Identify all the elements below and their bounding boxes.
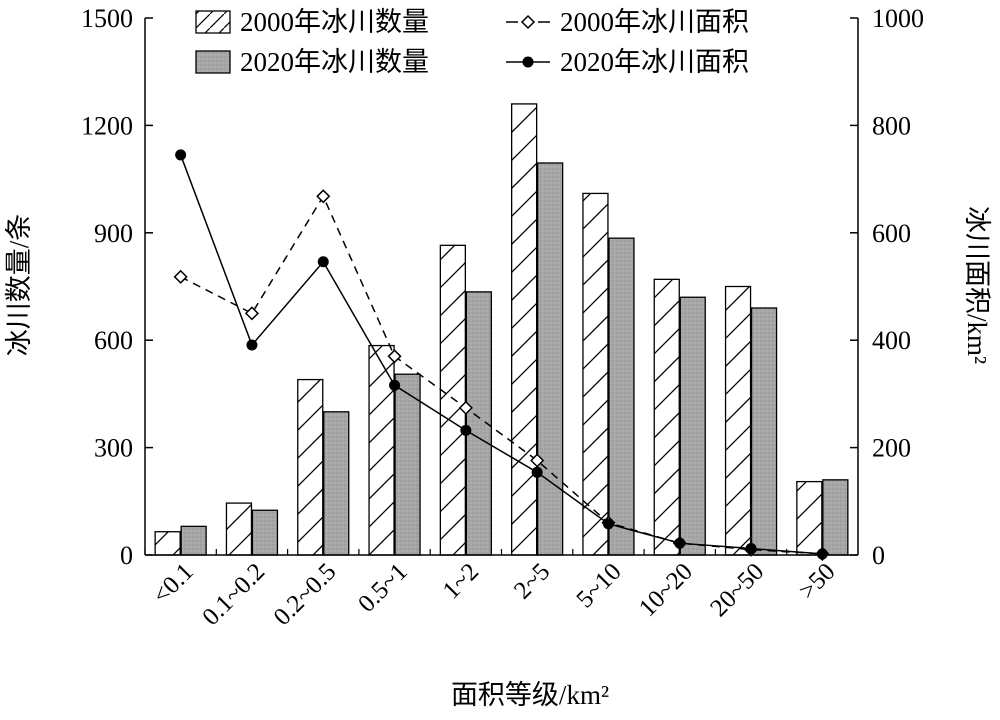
bar-2020-count-7 [679,296,706,556]
marker-2000-area-3 [387,349,402,364]
y2-axis-title: 冰川面积/km² [962,206,992,364]
y2-tick-label: 200 [872,434,911,463]
y-tick-label: 300 [94,434,133,463]
bar-2000-count-7 [653,278,680,556]
bar-2020-count-1 [251,509,279,556]
x-category-label: 20~50 [705,558,769,622]
line-group [173,149,830,561]
legend-label-2020-area: 2020年冰川面积 [560,47,749,77]
y2-tick-label: 600 [872,219,911,248]
marker-2020-area-9 [816,548,828,560]
x-category-label: <0.1 [148,558,199,609]
marker-2020-area-3 [389,379,401,391]
x-category-label: 5~10 [572,558,627,613]
bar-2020-count-5 [537,162,564,556]
bar-2000-count-5 [510,103,538,556]
bar-2000-count-1 [225,502,253,556]
legend-label-2000-area: 2000年冰川面积 [560,7,749,37]
legend: 2000年冰川数量 2020年冰川数量 2000年冰川面积 2020年冰川面积 [195,7,749,77]
bar-2020-count-2 [323,411,350,556]
marker-2000-area-4 [458,400,473,415]
bar-2020-count-0 [180,525,207,556]
bar-2000-count-0 [154,531,181,556]
bar-2000-count-3 [368,344,395,556]
y-tick-label: 600 [94,326,133,355]
x-category-label: 10~20 [634,558,698,622]
bar-2020-count-9 [822,479,849,556]
bar-2000-count-4 [439,244,467,556]
y-tick-label: 0 [120,541,133,570]
marker-2000-area-5 [530,453,545,468]
y2-tick-label: 0 [872,541,885,570]
x-category-label: 2~5 [509,558,555,604]
legend-swatch-hatch [195,10,231,34]
y-tick-label: 900 [94,219,133,248]
marker-2020-area-0 [175,149,187,161]
bar-2020-count-3 [394,373,421,556]
y2-tick-label: 400 [872,326,911,355]
legend-label-2020-count: 2020年冰川数量 [240,47,429,77]
circle-marker-icon [522,56,534,68]
line-2020-area [179,154,823,555]
y-tick-label: 1500 [81,4,133,33]
x-axis: <0.10.1~0.20.2~0.5 0.5~1 1~2 2~5 5~10 10~20 20… [144,549,841,631]
bar-2000-count-9 [796,480,823,556]
y-axis-title: 冰川数量/条 [4,214,34,357]
y2-tick-label: 1000 [872,4,924,33]
y-tick-label: 1200 [81,111,133,140]
legend-label-2000-count: 2000年冰川数量 [240,7,429,37]
x-category-label: 0.5~1 [353,558,413,618]
bar-2020-count-6 [608,237,635,556]
right-axis: 0 200 400 600 800 1000 [850,4,924,570]
x-category-label: 0.2~0.5 [269,558,342,631]
marker-2020-area-1 [246,339,258,351]
legend-line-2000-area [506,14,550,30]
bar-2000-count-2 [297,378,324,556]
marker-2020-area-4 [460,424,472,436]
x-category-label: >50 [794,558,841,605]
bar-2000-count-6 [582,192,609,556]
left-axis: 0 300 600 900 1200 1500 [81,4,153,570]
marker-2020-area-7 [674,537,686,549]
y2-tick-label: 800 [872,111,911,140]
marker-2020-area-8 [745,543,757,555]
diamond-marker-icon [520,14,536,30]
bar-2020-count-8 [750,307,778,556]
x-category-label: 1~2 [438,558,484,604]
marker-2020-area-2 [317,256,329,268]
legend-swatch-gray [195,50,231,74]
marker-2020-area-6 [602,518,614,530]
x-category-label: 0.1~0.2 [197,558,270,631]
x-axis-title: 面积等级/km² [451,680,609,710]
bar-2000-count-8 [724,285,752,556]
marker-2020-area-5 [531,466,543,478]
bar-group [154,103,849,556]
legend-line-2020-area [506,56,550,68]
marker-2000-area-2 [316,189,331,204]
marker-2000-area-0 [173,269,188,284]
marker-2000-area-1 [244,306,260,321]
